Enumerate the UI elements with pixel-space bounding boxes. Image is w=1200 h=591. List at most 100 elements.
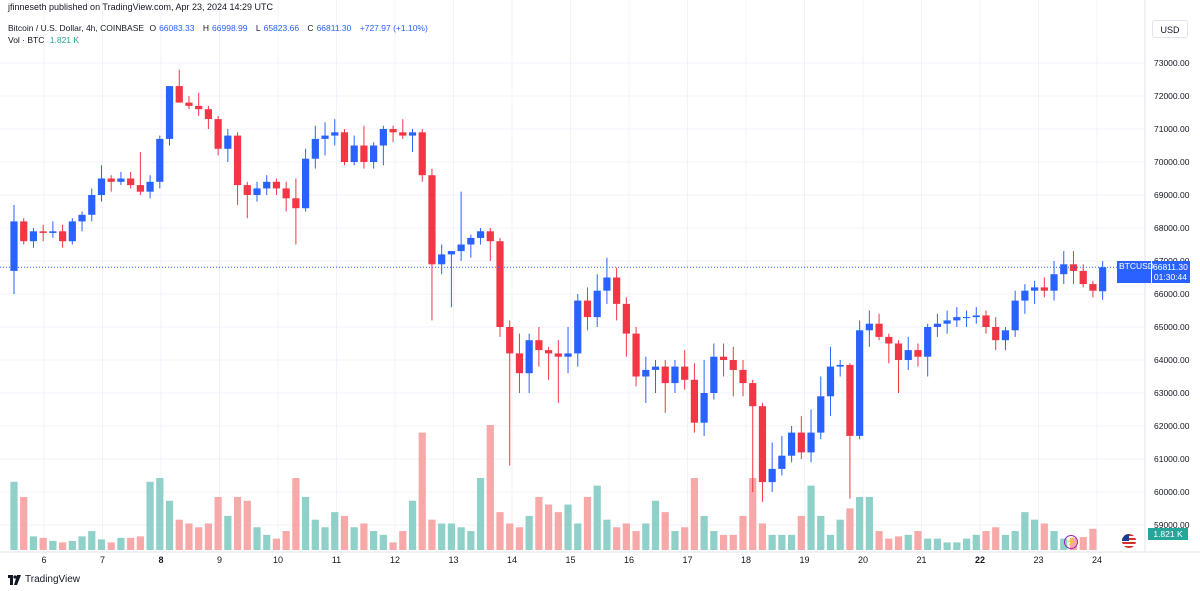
candle-body — [506, 327, 514, 354]
volume-bar — [671, 531, 679, 550]
candle-body — [49, 231, 57, 233]
volume-bars — [10, 425, 1097, 550]
candle-body — [574, 300, 582, 354]
price-axis[interactable]: 73000.00 72000.00 71000.00 70000.00 69000.00… — [1154, 58, 1190, 530]
volume-bar — [1060, 538, 1068, 550]
volume-bar — [107, 542, 115, 550]
time-tick-label: 7 — [100, 555, 105, 565]
candle-body — [681, 366, 689, 380]
candle-body — [1031, 287, 1039, 291]
candle-body — [321, 135, 329, 139]
time-tick-label: 13 — [448, 555, 458, 565]
candle-body — [272, 181, 281, 189]
volume-bar — [418, 432, 426, 550]
time-tick-label: 18 — [741, 555, 751, 565]
candle-body — [962, 317, 971, 319]
volume-bar — [651, 500, 660, 550]
candle-body — [1079, 270, 1087, 285]
candle-body — [399, 132, 407, 136]
volume-bar — [214, 496, 222, 550]
candle-body — [29, 231, 38, 242]
volume-bar — [515, 527, 524, 550]
tradingview-logo-icon — [8, 574, 21, 585]
candle-body — [97, 178, 106, 195]
volume-bar — [438, 523, 446, 550]
candle-body — [302, 158, 310, 209]
candle-body — [671, 366, 679, 384]
chart-grid — [0, 0, 1145, 552]
volume-bar — [962, 538, 971, 550]
candle-body — [554, 353, 562, 357]
volume-bar — [564, 504, 572, 550]
volume-bar — [807, 485, 815, 550]
time-tick-label: 11 — [332, 555, 341, 565]
volume-bar — [1001, 534, 1010, 550]
time-tick-label: 20 — [858, 555, 868, 565]
flash-icon[interactable]: ⚡ — [1064, 535, 1078, 549]
candle-body — [622, 303, 630, 334]
volume-bar — [233, 496, 242, 550]
candle-body — [972, 315, 980, 318]
price-tick-label: 66000.00 — [1154, 289, 1190, 299]
volume-bar — [146, 481, 154, 550]
candle-body — [768, 468, 776, 483]
candle-body — [564, 353, 572, 357]
candle-body — [496, 241, 504, 327]
candle-body — [107, 178, 115, 182]
volume-bar — [797, 515, 805, 550]
volume-bar — [953, 542, 961, 550]
symbol-title: Bitcoin / U.S. Dollar, 4h, COINBASE — [8, 23, 145, 33]
volume-bar — [613, 527, 621, 550]
price-tag-countdown: 01:30:44 — [1153, 272, 1187, 282]
candle-body — [136, 185, 144, 192]
candle-body — [447, 251, 455, 255]
candle-body — [68, 221, 76, 242]
time-axis[interactable]: 6 7 8 9 10 11 12 13 14 15 16 17 18 19 20 21 22 23 24 — [41, 555, 1102, 565]
candle-body — [88, 195, 96, 215]
us-flag-icon[interactable] — [1122, 534, 1136, 548]
volume-bar — [875, 531, 883, 550]
candle-body — [1060, 264, 1068, 275]
volume-bar — [185, 523, 193, 550]
candle-body — [583, 300, 592, 318]
open-value: O 66083.33 — [149, 23, 195, 33]
candle-body — [165, 86, 174, 139]
candle-body — [185, 102, 193, 106]
candle-body — [204, 109, 212, 120]
volume-bar — [933, 538, 941, 550]
candle-body — [214, 119, 222, 149]
candle-body — [642, 369, 650, 377]
volume-bar — [904, 534, 912, 550]
candle-body — [418, 132, 426, 176]
time-tick-label: 14 — [507, 555, 517, 565]
candle-body — [438, 254, 446, 265]
currency-button[interactable]: USD — [1152, 20, 1188, 38]
volume-bar — [10, 481, 18, 550]
tradingview-logo[interactable]: TradingView — [8, 574, 80, 585]
candle-body — [467, 237, 475, 245]
candle-body — [1001, 330, 1010, 341]
price-tag-symbol: BTCUSD — [1117, 261, 1154, 283]
volume-bar — [39, 537, 47, 550]
time-tick-label: 23 — [1033, 555, 1043, 565]
volume-bar — [690, 478, 698, 550]
price-tick-label: 64000.00 — [1154, 355, 1190, 365]
candle-body — [233, 135, 242, 186]
candle-body — [700, 393, 708, 423]
candle-body — [340, 132, 349, 162]
candle-body — [428, 175, 436, 265]
volume-bar — [175, 519, 183, 550]
volume-bar — [243, 500, 251, 550]
time-tick-label: 10 — [273, 555, 283, 565]
candle-body — [1040, 287, 1048, 291]
price-tick-label: 61000.00 — [1154, 454, 1190, 464]
candle-body — [224, 135, 232, 149]
volume-bar — [331, 512, 339, 550]
volume-bar — [350, 527, 358, 550]
volume-bar — [78, 536, 86, 550]
candle-body — [1050, 274, 1058, 291]
time-tick-label: 19 — [799, 555, 809, 565]
price-tick-label: 65000.00 — [1154, 322, 1190, 332]
volume-bar — [311, 519, 319, 550]
